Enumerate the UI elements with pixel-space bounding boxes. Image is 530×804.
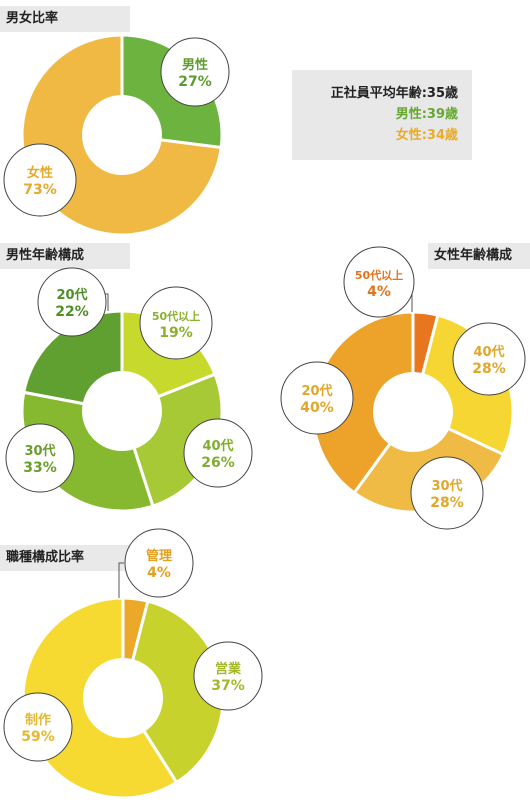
job-label-name-0: 営業 (215, 661, 242, 677)
male-age-label-0: 50代以上 19% (139, 286, 213, 360)
female-age-label-name-1: 30代 (431, 478, 462, 494)
female-age-label-3: 50代以上 4% (343, 246, 415, 318)
male-age-label-bubble-3 (37, 267, 107, 337)
male-age-label-name-2: 30代 (24, 443, 55, 459)
male-age-label-name-3: 20代 (56, 287, 87, 303)
job-leader-line-2 (118, 562, 124, 598)
gender-section-title: 男女比率 (0, 6, 130, 32)
female-age-label-value-0: 28% (472, 361, 506, 377)
gender-label-value-1: 73% (23, 182, 57, 198)
job-label-value-0: 37% (211, 678, 245, 694)
male-age-section-title: 男性年齢構成 (0, 243, 130, 269)
male-average-age-text: 男性:39歳 (395, 107, 458, 122)
male-age-label-value-1: 26% (201, 455, 235, 471)
female-age-label-bubble-0 (452, 322, 526, 396)
job-label-value-1: 59% (21, 729, 55, 745)
job-section-title: 職種構成比率 (0, 545, 130, 571)
female-age-label-name-3: 50代以上 (355, 268, 403, 282)
female-age-label-bubble-1 (410, 456, 484, 530)
female-age-label-value-2: 40% (300, 400, 334, 416)
female-age-section-title: 女性年齢構成 (428, 243, 530, 269)
job-label-bubble-2 (124, 528, 194, 598)
male-age-label-bubble-0 (139, 286, 213, 360)
male-age-label-bubble-2 (5, 423, 75, 493)
male-age-label-name-0: 50代以上 (152, 309, 200, 323)
male-age-donut-hole (82, 371, 162, 451)
female-age-label-value-3: 4% (367, 284, 391, 300)
male-age-label-value-2: 33% (23, 460, 57, 476)
gender-label-name-0: 男性 (182, 57, 208, 73)
gender-label-name-1: 女性 (27, 165, 53, 181)
job-label-2: 管理4% (118, 528, 194, 598)
gender-label-bubble-1 (3, 143, 77, 217)
female-age-label-name-2: 20代 (301, 383, 332, 399)
female-average-age-text: 女性:34歳 (395, 128, 458, 143)
male-age-label-value-3: 22% (55, 304, 89, 320)
male-age-label-bubble-1 (183, 418, 253, 488)
average-age-box: 正社員平均年齢:35歳 男性:39歳 女性:34歳 (292, 70, 472, 160)
female-age-label-bubble-2 (280, 361, 354, 435)
job-donut-hole (83, 658, 163, 738)
gender-label-bubble-0 (160, 37, 230, 107)
female-age-label-value-1: 28% (430, 495, 464, 511)
job-label-name-1: 制作 (25, 712, 51, 728)
male-age-label-name-1: 40代 (202, 438, 233, 454)
gender-donut-hole (82, 95, 162, 175)
job-label-name-2: 管理 (146, 548, 172, 564)
job-label-bubble-1 (3, 692, 73, 762)
gender-label-value-0: 27% (178, 74, 212, 90)
female-age-label-bubble-3 (343, 246, 415, 318)
female-age-donut-hole (373, 372, 453, 452)
average-age-text: 正社員平均年齢:35歳 (330, 86, 458, 101)
job-label-bubble-0 (193, 641, 263, 711)
job-label-value-2: 4% (147, 565, 171, 581)
female-age-label-name-0: 40代 (473, 344, 504, 360)
male-age-label-value-0: 19% (159, 325, 193, 341)
male-age-leader-line-3 (105, 293, 109, 311)
